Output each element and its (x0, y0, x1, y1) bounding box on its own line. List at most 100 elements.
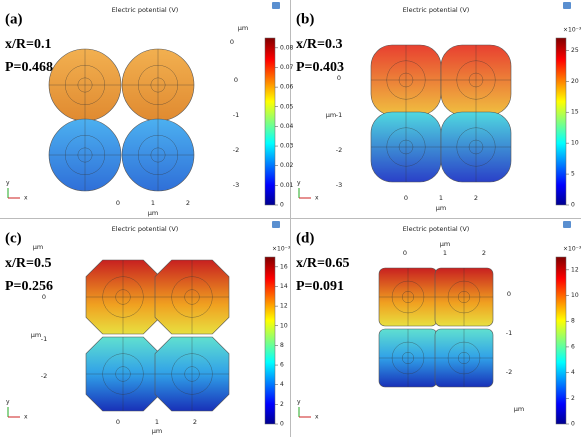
axis-label: -1 (506, 329, 512, 337)
menu-icon (272, 2, 280, 9)
colorbar-tick-label: 25 (571, 47, 579, 54)
colorbar-tick-label: 4 (280, 381, 284, 388)
porosity-label: P=0.468 (5, 60, 53, 75)
axis-label: 2 (193, 418, 197, 426)
axis-label: µm (31, 331, 41, 339)
axis-label: -2 (506, 368, 512, 376)
axis-label: µm (238, 24, 248, 32)
colorbar-tick-label: 0.04 (280, 123, 294, 130)
colorbar (264, 37, 276, 206)
axis-label: -2 (233, 146, 239, 154)
colorbar-tick-label: 0.08 (280, 44, 294, 51)
panel-title: Electric potential (V) (112, 6, 179, 14)
colorbar-tick-label: 0.03 (280, 143, 294, 150)
axis-label: µm (33, 243, 43, 251)
ratio-label: x/R=0.3 (296, 37, 342, 52)
panel: Electric potential (V) (d) x/R=0.65 P=0.091… (296, 221, 581, 428)
ratio-label: x/R=0.5 (5, 256, 51, 271)
colorbar-tick-label: 8 (280, 342, 284, 349)
triad-label: x (315, 195, 319, 202)
axis-label: 1 (443, 249, 447, 257)
colorbar-tick-label: 0.02 (280, 162, 294, 169)
menu-icon (272, 221, 280, 228)
colorbar-tick-label: 12 (571, 266, 579, 273)
panel-label: (a) (5, 11, 23, 27)
colorbar (555, 37, 567, 206)
axis-label: 2 (186, 199, 190, 207)
colorbar-tick-label: 0.06 (280, 84, 294, 91)
colorbar-tick-label: 14 (280, 283, 288, 290)
porosity-label: P=0.256 (5, 279, 53, 294)
colorbar-tick-label: 4 (571, 369, 575, 376)
axis-label: 2 (482, 249, 486, 257)
ratio-label: x/R=0.1 (5, 37, 51, 52)
colorbar-tick-label: 16 (280, 263, 288, 270)
colorbar (555, 256, 567, 425)
axis-label: µm (152, 427, 162, 435)
panel-label: (b) (296, 11, 314, 27)
colorbar-tick-label: 20 (571, 78, 579, 85)
colorbar-exponent: ×10⁻³ (563, 27, 581, 34)
axis-label: 0 (337, 74, 341, 82)
colorbar-tick-label: 0 (280, 202, 284, 209)
axis-label: -3 (233, 181, 239, 189)
panel-title: Electric potential (V) (112, 225, 179, 233)
triad-label: y (6, 399, 10, 406)
colorbar-tick-label: 6 (280, 362, 284, 369)
triad-label: x (315, 414, 319, 421)
colorbar-tick-label: 2 (280, 401, 284, 408)
panel-label: (d) (296, 230, 314, 246)
ratio-label: x/R=0.65 (296, 256, 349, 271)
colorbar-tick-label: 10 (280, 322, 288, 329)
menu-icon (563, 221, 571, 228)
axis-label: 0 (404, 194, 408, 202)
triad-label: y (297, 180, 301, 187)
axis-label: 1 (151, 199, 155, 207)
axis-label: -3 (336, 181, 342, 189)
axis-label: µm (440, 240, 450, 248)
colorbar-tick-label: 0.05 (280, 103, 294, 110)
axis-label: µm (148, 209, 158, 217)
axis-label: µm (326, 111, 336, 119)
axis-label: 0 (116, 199, 120, 207)
axis-label: 1 (155, 418, 159, 426)
axis-label: -1 (336, 111, 342, 119)
porosity-label: P=0.091 (296, 279, 344, 294)
axis-label: 0 (507, 290, 511, 298)
triad-label: y (297, 399, 301, 406)
colorbar-tick-label: 5 (571, 171, 575, 178)
colorbar-tick-label: 10 (571, 140, 579, 147)
colorbar-tick-label: 0.01 (280, 182, 294, 189)
axis-label: 0 (403, 249, 407, 257)
colorbar-exponent: ×10⁻³ (563, 246, 581, 253)
panel: Electric potential (V) (a) x/R=0.1 P=0.468 0… (5, 2, 294, 217)
colorbar-tick-label: 15 (571, 109, 579, 116)
colorbar-tick-label: 0 (571, 202, 575, 209)
axis-label: -1 (41, 335, 47, 343)
panel-label: (c) (5, 230, 22, 246)
colorbar-tick-label: 12 (280, 303, 288, 310)
menu-icon (563, 2, 571, 9)
colorbar-tick-label: 10 (571, 292, 579, 299)
colorbar-tick-label: 0 (571, 421, 575, 428)
panel-title: Electric potential (V) (403, 225, 470, 233)
axis-label: -2 (336, 146, 342, 154)
porosity-label: P=0.403 (296, 60, 344, 75)
axis-label: 1 (439, 194, 443, 202)
panel-title: Electric potential (V) (403, 6, 470, 14)
axis-label: µm (436, 204, 446, 212)
colorbar-tick-label: 2 (571, 395, 575, 402)
colorbar-tick-label: 6 (571, 343, 575, 350)
axis-label: 0 (230, 38, 234, 46)
axis-label: 0 (42, 293, 46, 301)
axis-label: 2 (474, 194, 478, 202)
panel: Electric potential (V)(c)x/R=0.5P=0.2560… (5, 221, 291, 435)
axis-label: 0 (116, 418, 120, 426)
axis-label: 0 (234, 76, 238, 84)
triad-label: x (24, 195, 28, 202)
colorbar (264, 256, 276, 425)
colorbar-tick-label: 8 (571, 318, 575, 325)
triad-label: y (6, 180, 10, 187)
